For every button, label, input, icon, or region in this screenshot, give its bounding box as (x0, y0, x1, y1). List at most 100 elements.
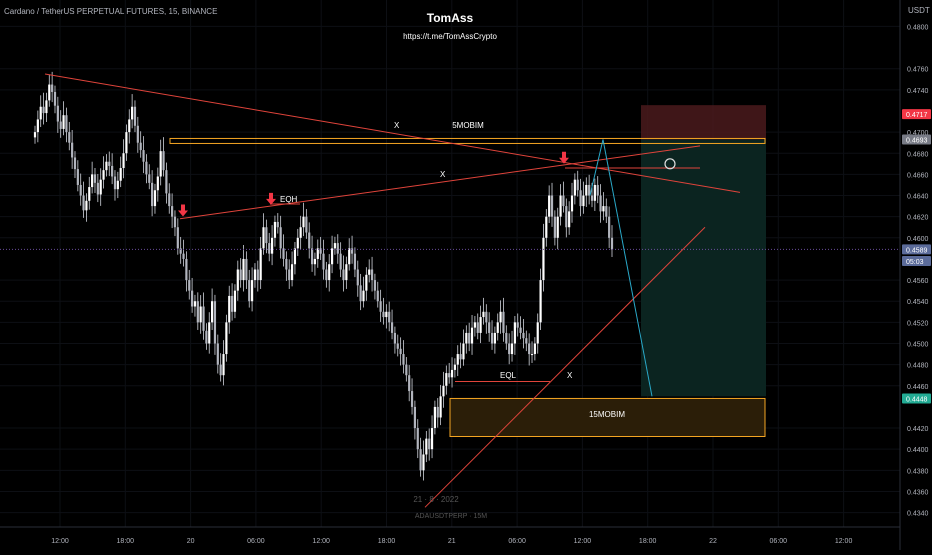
candle-body (99, 179, 102, 195)
candle-body (48, 84, 51, 101)
candle-body (413, 406, 417, 429)
candle-body (579, 190, 582, 207)
candle-body (562, 195, 565, 207)
candle-body (76, 169, 79, 185)
candle-body (202, 306, 205, 331)
candle-body (425, 438, 428, 455)
candle-body (576, 179, 579, 191)
candle-body (305, 216, 308, 233)
candle-body (248, 280, 251, 302)
candle-body (373, 280, 377, 291)
candle-body (213, 301, 217, 344)
candle-body (122, 153, 125, 169)
price-axis-panel (900, 0, 932, 550)
candle-body (376, 290, 379, 302)
candle-body (85, 200, 88, 211)
candle-body (402, 354, 405, 365)
candle-body (510, 343, 514, 355)
candle-body (82, 195, 85, 211)
candle-body (488, 322, 491, 333)
candle-body (599, 195, 602, 212)
candle-body (182, 253, 185, 259)
candle-body (168, 193, 171, 207)
candle-body (388, 311, 391, 323)
candle-body (345, 264, 348, 281)
candle-body (299, 227, 302, 238)
candle-body (131, 106, 134, 120)
candle-body (508, 343, 511, 355)
candle-body (496, 322, 499, 333)
candle-body (36, 119, 39, 133)
candle-body (550, 195, 554, 217)
candle-body (205, 330, 208, 344)
candle-body (370, 269, 374, 281)
candle-body (273, 221, 277, 238)
down-arrow-marker (266, 192, 276, 205)
x-tick-label: 06:00 (247, 538, 265, 545)
candle-body (285, 258, 288, 270)
candle-body (593, 184, 596, 201)
candle-body (93, 174, 97, 183)
candle-body (328, 264, 331, 281)
symbol-line: Cardano / TetherUS PERPETUAL FUTURES, 15… (4, 7, 218, 16)
y-tick-label: 0.4620 (907, 215, 929, 222)
target-marker[interactable] (664, 158, 676, 170)
candle-body (159, 151, 162, 177)
candle-body (410, 391, 414, 407)
x-mark: X (567, 371, 573, 380)
candle-body (442, 385, 445, 397)
candle-body (208, 322, 211, 344)
trendline-descending (44, 73, 741, 193)
candle-body (499, 311, 502, 323)
label-5mobim: 5MOBIM (452, 121, 484, 130)
candle-body (222, 354, 225, 376)
y-tick-label: 0.4540 (907, 299, 929, 306)
candle-body (502, 311, 505, 333)
price-tag (902, 109, 931, 120)
candle-body (493, 332, 496, 344)
candle-body (176, 227, 179, 249)
price-tag-label: 0.4448 (906, 396, 928, 403)
y-tick-label: 0.4740 (907, 88, 929, 95)
candle-body (113, 176, 117, 190)
candle-body (53, 91, 57, 106)
projection-path (589, 139, 653, 397)
candle-body (339, 253, 342, 270)
candle-body (473, 322, 476, 328)
candle-body (416, 428, 419, 450)
candle-body (482, 311, 485, 318)
candle-body (188, 280, 191, 291)
candle-body (505, 332, 508, 344)
candle-body (139, 142, 142, 151)
candle-body (470, 327, 474, 344)
candle-body (596, 184, 599, 196)
currency-label: USDT (908, 6, 930, 15)
x-tick-label: 18:00 (117, 538, 135, 545)
candle-body (59, 121, 62, 129)
y-tick-label: 0.4340 (907, 511, 929, 518)
x-tick-label: 18:00 (639, 538, 657, 545)
y-tick-label: 0.4380 (907, 468, 929, 475)
candle-body (610, 237, 614, 250)
price-tag (902, 256, 931, 267)
label-eqh: EQH (280, 195, 298, 204)
candle-body (245, 258, 248, 281)
candle-body (65, 115, 68, 133)
candle-body (322, 253, 325, 270)
y-tick-label: 0.4680 (907, 151, 929, 158)
candle-body (513, 322, 516, 344)
author-link[interactable]: https://t.me/TomAssCrypto (403, 32, 497, 41)
candle-body (142, 150, 145, 162)
candle-body (148, 174, 151, 183)
candle-body (179, 248, 182, 254)
candle-body (136, 125, 139, 143)
y-tick-label: 0.4420 (907, 426, 929, 433)
candle-body (419, 449, 422, 471)
candle-body (108, 161, 111, 166)
take-profit-zone (641, 139, 766, 397)
candle-body (128, 119, 131, 133)
candle-body (390, 322, 394, 333)
candle-body (559, 195, 562, 217)
